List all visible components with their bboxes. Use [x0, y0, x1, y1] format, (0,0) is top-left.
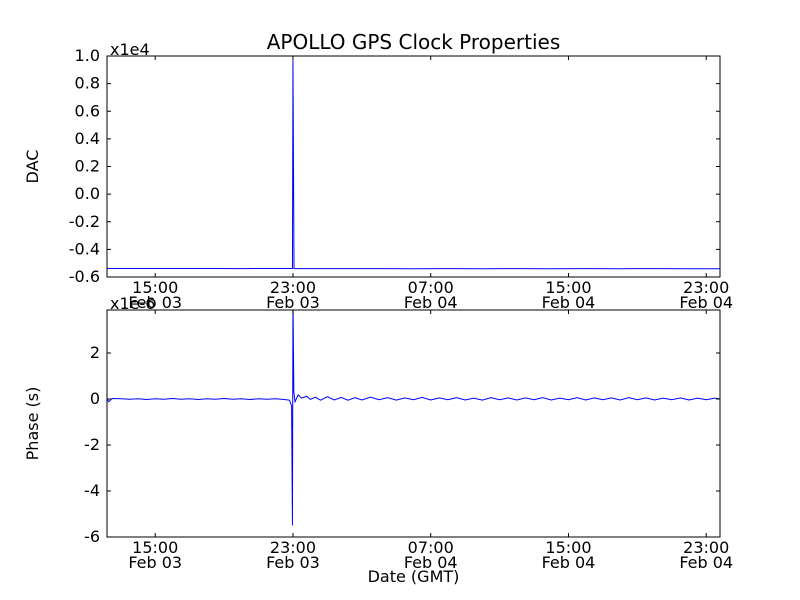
- y-tick-label: 0: [90, 389, 100, 408]
- x-tick-label-time: 15:00: [545, 538, 591, 557]
- y-tick-label: 2: [90, 343, 100, 362]
- data-line-phase: [107, 310, 720, 526]
- y-axis-label: Phase (s): [23, 387, 42, 461]
- x-axis-label: Date (GMT): [367, 567, 460, 586]
- x-tick-label-time: 07:00: [408, 278, 454, 297]
- y-tick-label: 0.2: [75, 157, 100, 176]
- x-tick-label-date: Feb 04: [404, 293, 458, 312]
- x-tick-label-date: Feb 03: [128, 293, 182, 312]
- x-tick-label-date: Feb 04: [404, 553, 458, 572]
- x-tick-label-date: Feb 04: [542, 553, 596, 572]
- x-tick-label-date: Feb 03: [266, 293, 320, 312]
- x-tick-label-time: 23:00: [683, 278, 729, 297]
- y-tick-label: -4: [84, 481, 100, 500]
- y-tick-label: -0.2: [69, 212, 100, 231]
- data-line-dac: [107, 60, 720, 270]
- y-axis-offset-text-bottom: x1e-6: [110, 294, 156, 313]
- x-tick-label-time: 15:00: [132, 538, 178, 557]
- x-tick-label-date: Feb 04: [679, 293, 733, 312]
- x-tick-label-time: 07:00: [408, 538, 454, 557]
- y-tick-label: 0.0: [75, 184, 100, 203]
- y-tick-label: 0.8: [75, 74, 100, 93]
- y-tick-label: -2: [84, 435, 100, 454]
- axes-frame: [106, 309, 721, 538]
- x-tick-label-time: 15:00: [545, 278, 591, 297]
- chart-title: APOLLO GPS Clock Properties: [266, 30, 561, 54]
- y-axis-offset-text-top: x1e4: [110, 40, 150, 59]
- x-tick-label-time: 15:00: [132, 278, 178, 297]
- y-tick-label: 0.4: [75, 129, 100, 148]
- x-tick-label-date: Feb 04: [542, 293, 596, 312]
- x-tick-label-date: Feb 03: [128, 553, 182, 572]
- x-tick-label-time: 23:00: [270, 278, 316, 297]
- y-axis-label: DAC: [23, 150, 42, 184]
- axes-frame: [106, 55, 721, 278]
- x-tick-label-date: Feb 04: [679, 553, 733, 572]
- y-tick-label: -0.4: [69, 239, 100, 258]
- y-tick-label: 1.0: [75, 46, 100, 65]
- x-tick-label-date: Feb 03: [266, 553, 320, 572]
- y-tick-label: 0.6: [75, 101, 100, 120]
- y-tick-label: -6: [84, 527, 100, 546]
- x-tick-label-time: 23:00: [683, 538, 729, 557]
- x-tick-label-time: 23:00: [270, 538, 316, 557]
- y-tick-label: -0.6: [69, 267, 100, 286]
